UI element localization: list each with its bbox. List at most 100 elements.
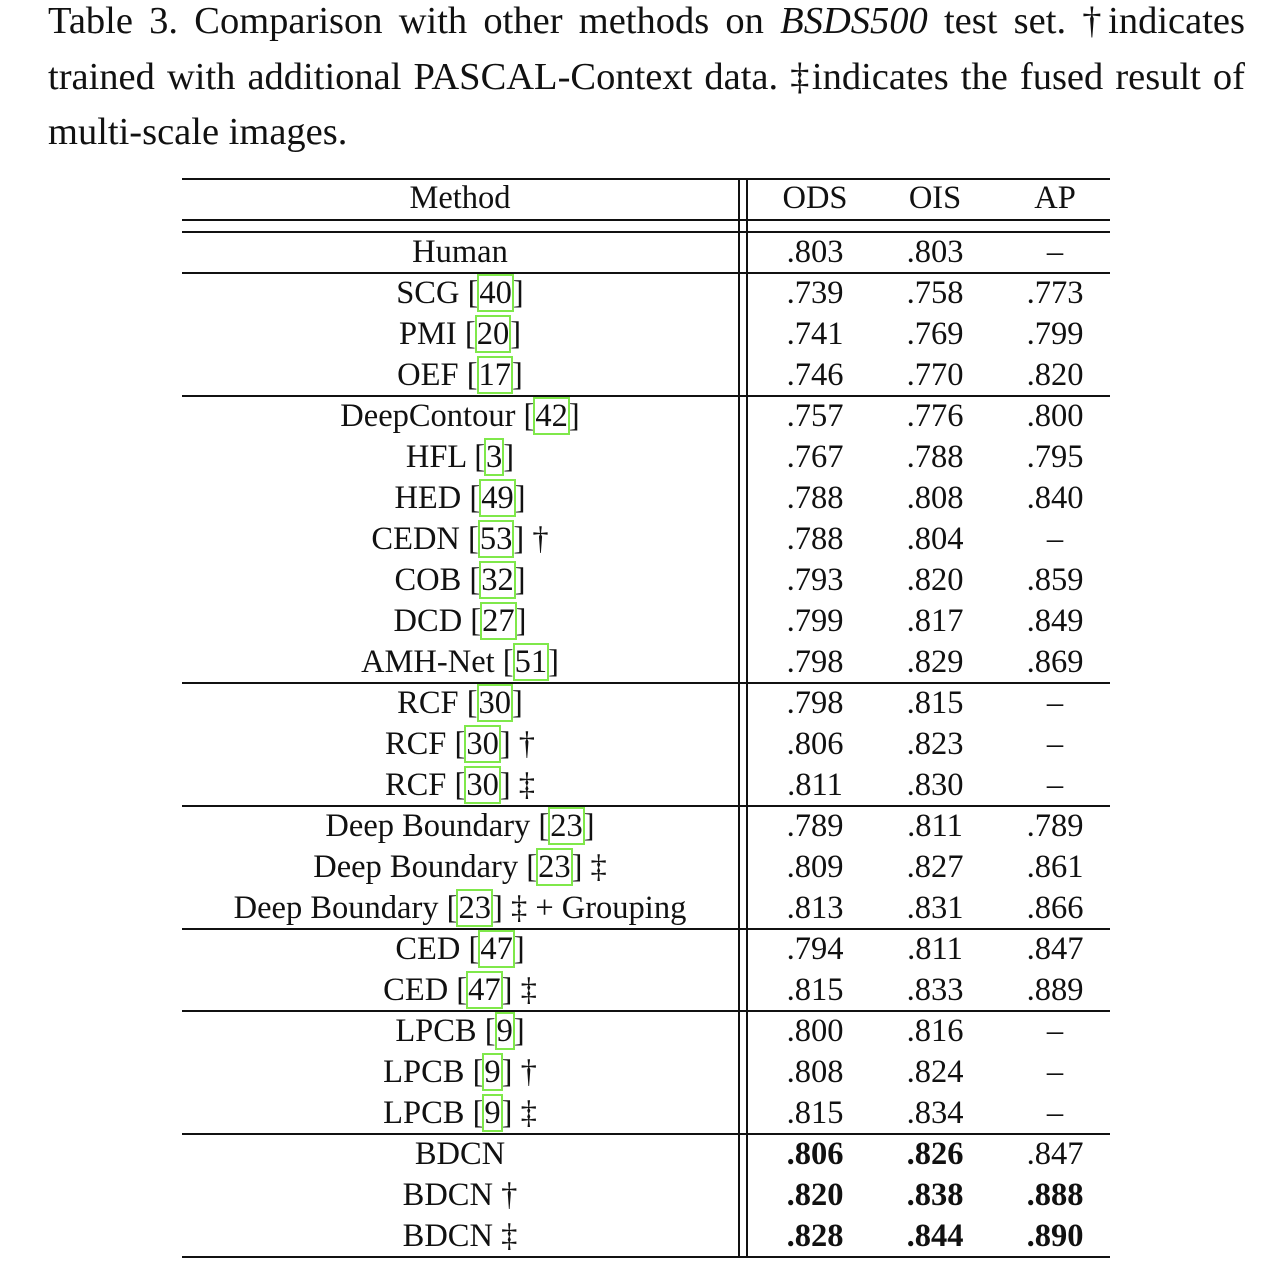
method-marker: ‡ <box>590 849 607 885</box>
table-row: BDCN † .820 .838 .888 <box>182 1175 1110 1216</box>
citation-link[interactable]: 23 <box>548 807 585 845</box>
ois-value: .826 <box>906 1136 964 1172</box>
ois-value: .804 <box>906 521 964 557</box>
citation-link[interactable]: 47 <box>478 930 515 968</box>
caption-text-2: test set. †indicates trained with additi… <box>48 0 1245 153</box>
method-cell: BDCN ‡ <box>182 1216 738 1257</box>
ois-value: .815 <box>906 685 964 721</box>
table-row: PMI [20] .741 .769 .799 <box>182 314 1110 355</box>
ap-value: – <box>1046 1054 1064 1090</box>
table-row: LPCB [9] .800 .816 – <box>182 1011 1110 1052</box>
method-name: Deep Boundary <box>233 890 439 926</box>
ods-value: .741 <box>786 316 844 352</box>
ap-value: – <box>1046 234 1064 270</box>
ois-value: .758 <box>906 275 964 311</box>
ois-value: .811 <box>907 808 963 844</box>
citation-link[interactable]: 20 <box>474 315 512 353</box>
table-row: CED [47] .794 .811 .847 <box>182 929 1110 970</box>
table-row: Deep Boundary [23] .789 .811 .789 <box>182 806 1110 847</box>
citation-link[interactable]: 23 <box>536 848 573 886</box>
method-name: SCG <box>396 275 460 311</box>
ods-value: .806 <box>786 1136 844 1172</box>
ods-value: .798 <box>786 644 844 680</box>
ois-value: .830 <box>906 767 964 803</box>
table-row: COB [32] .793 .820 .859 <box>182 560 1110 601</box>
method-cell: Deep Boundary [23] <box>325 807 595 845</box>
ois-value: .834 <box>906 1095 964 1131</box>
table-row: Deep Boundary [23] ‡ + Grouping .813 .831.… <box>182 888 1110 929</box>
header-ap: AP <box>1034 180 1076 216</box>
method-name: BDCN <box>402 1177 493 1213</box>
table-row: Human .803 .803 – <box>182 232 1110 273</box>
citation-link[interactable]: 47 <box>466 971 503 1009</box>
table-row: OEF [17] .746 .770 .820 <box>182 355 1110 396</box>
method-marker: ‡ <box>518 767 536 803</box>
method-cell: RCF [30] <box>397 684 523 722</box>
ois-value: .788 <box>906 439 964 475</box>
citation-link[interactable]: 49 <box>479 479 516 517</box>
ap-value: .889 <box>1026 972 1084 1008</box>
ois-value: .824 <box>906 1054 964 1090</box>
ods-value: .828 <box>786 1218 844 1254</box>
citation-link[interactable]: 30 <box>464 725 501 763</box>
method-cell: RCF [30] ‡ <box>384 766 536 804</box>
citation-link[interactable]: 17 <box>476 356 514 394</box>
table-row: CEDN [53] † .788 .804 – <box>182 519 1110 560</box>
ods-value: .739 <box>786 275 844 311</box>
ois-value: .820 <box>906 562 964 598</box>
ois-value: .817 <box>906 603 964 639</box>
ois-value: .808 <box>906 480 964 516</box>
ods-value: .788 <box>786 480 844 516</box>
table-row: BDCN ‡ .828 .844 .890 <box>182 1216 1110 1257</box>
caption-dataset: BSDS500 <box>780 0 928 42</box>
method-cell: HFL [3] <box>405 438 515 476</box>
table-row: DCD [27] .799 .817 .849 <box>182 601 1110 642</box>
group-rule <box>182 1133 1110 1135</box>
citation-link[interactable]: 27 <box>480 602 517 640</box>
method-name: HED <box>394 480 462 516</box>
citation-link[interactable]: 42 <box>533 397 570 435</box>
method-name: Deep Boundary <box>313 849 519 885</box>
ap-value: .890 <box>1026 1218 1084 1254</box>
citation-link[interactable]: 9 <box>482 1094 503 1132</box>
method-marker: † <box>518 726 536 762</box>
ap-value: – <box>1046 1095 1064 1131</box>
ap-value: – <box>1046 726 1064 762</box>
citation-link[interactable]: 40 <box>477 274 514 312</box>
header-row: Method ODS OIS AP <box>182 178 1110 219</box>
table-row: LPCB [9] † .808 .824 – <box>182 1052 1110 1093</box>
citation-link[interactable]: 30 <box>464 766 501 804</box>
ois-value: .831 <box>906 890 964 926</box>
table-row: RCF [30] .798 .815 – <box>182 683 1110 724</box>
header-ods: ODS <box>782 180 848 216</box>
ods-value: .798 <box>786 685 844 721</box>
method-name: COB <box>394 562 462 598</box>
method-marker: † <box>520 1054 537 1090</box>
ois-value: .803 <box>906 234 964 270</box>
citation-link[interactable]: 9 <box>482 1053 503 1091</box>
group-rule <box>182 928 1110 930</box>
method-name: AMH-Net <box>361 644 495 680</box>
ap-value: .849 <box>1026 603 1084 639</box>
ap-value: .888 <box>1026 1177 1084 1213</box>
ois-value: .776 <box>906 398 964 434</box>
citation-link[interactable]: 53 <box>477 520 515 558</box>
ap-value: .795 <box>1026 439 1084 475</box>
method-cell: CED [47] <box>395 930 525 968</box>
ods-value: .820 <box>786 1177 844 1213</box>
citation-link[interactable]: 9 <box>494 1012 515 1050</box>
method-name: CED <box>383 972 449 1008</box>
method-cell: DeepContour [42] <box>340 397 580 435</box>
top-rule <box>182 178 1110 180</box>
table-row: RCF [30] ‡ .811 .830 – <box>182 765 1110 806</box>
citation-link[interactable]: 23 <box>456 889 493 927</box>
ap-value: – <box>1046 767 1064 803</box>
citation-link[interactable]: 32 <box>479 561 516 599</box>
table-row: RCF [30] † .806 .823 – <box>182 724 1110 765</box>
method-cell: DCD [27] <box>393 602 527 640</box>
method-cell: BDCN <box>182 1134 738 1175</box>
citation-link[interactable]: 51 <box>512 643 550 681</box>
citation-link[interactable]: 3 <box>484 438 505 476</box>
citation-link[interactable]: 30 <box>476 684 514 722</box>
ap-value: .861 <box>1026 849 1084 885</box>
